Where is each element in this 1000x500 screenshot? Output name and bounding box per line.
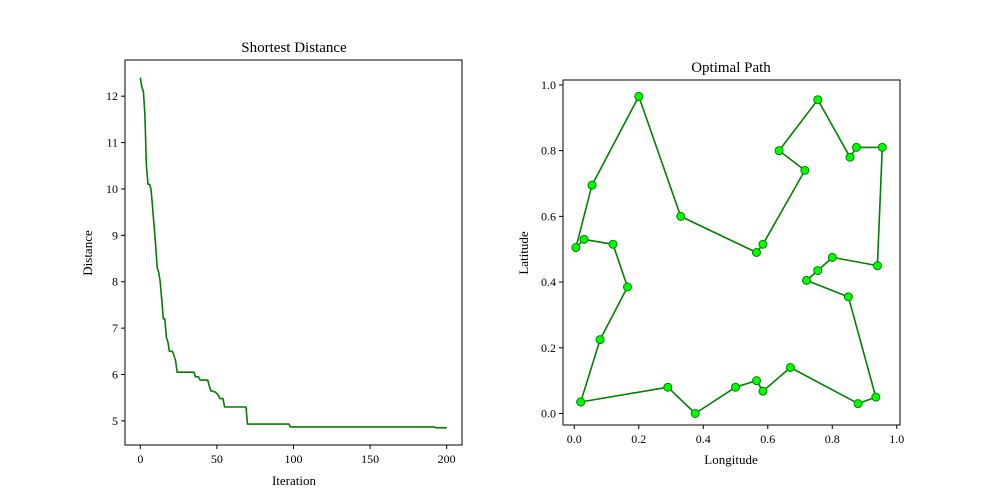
x-tick-label: 0.4 bbox=[696, 432, 711, 446]
city-point bbox=[853, 399, 863, 409]
y-tick-label: 0.6 bbox=[541, 209, 556, 223]
city-point bbox=[579, 234, 589, 244]
y-axis-ticks: 0.0 0.2 0.4 0.6 0.8 1.0 bbox=[541, 78, 563, 421]
city-point bbox=[774, 146, 784, 156]
y-tick-label: 9 bbox=[112, 228, 118, 242]
city-point bbox=[827, 252, 837, 262]
y-tick-label: 10 bbox=[106, 182, 118, 196]
y-tick-label: 0.2 bbox=[541, 341, 556, 355]
y-tick-label: 11 bbox=[106, 136, 118, 150]
x-tick-label: 0.6 bbox=[760, 432, 775, 446]
series-layer bbox=[571, 91, 887, 418]
x-tick-label: 200 bbox=[438, 452, 456, 466]
city-point bbox=[622, 282, 632, 292]
city-point bbox=[758, 239, 768, 249]
x-tick-label: 0.0 bbox=[567, 432, 582, 446]
city-point bbox=[872, 261, 882, 271]
city-point bbox=[843, 292, 853, 302]
y-tick-label: 0.4 bbox=[541, 275, 556, 289]
x-axis-ticks: 0 50 100 150 200 bbox=[137, 445, 456, 466]
city-point bbox=[663, 382, 673, 392]
x-tick-label: 1.0 bbox=[889, 432, 904, 446]
city-point bbox=[845, 152, 855, 162]
city-point bbox=[813, 266, 823, 276]
city-point bbox=[595, 335, 605, 345]
city-point bbox=[800, 165, 810, 175]
y-tick-label: 7 bbox=[112, 321, 118, 335]
city-point bbox=[758, 386, 768, 396]
y-axis-label: Distance bbox=[80, 230, 95, 276]
y-tick-label: 6 bbox=[112, 367, 118, 381]
x-tick-label: 150 bbox=[361, 452, 379, 466]
shortest-distance-chart: Shortest Distance 0 50 100 150 200 5 6 7 8 9 10 11… bbox=[80, 40, 463, 488]
y-axis-ticks: 5 6 7 8 9 10 11 12 bbox=[106, 89, 125, 428]
city-point bbox=[571, 243, 581, 253]
x-axis-label: Longitude bbox=[704, 452, 758, 467]
city-point bbox=[608, 239, 618, 249]
series-layer bbox=[139, 77, 447, 429]
city-point bbox=[877, 142, 887, 152]
city-point bbox=[813, 95, 823, 105]
city-point bbox=[576, 397, 586, 407]
x-tick-label: 0.2 bbox=[631, 432, 646, 446]
y-tick-label: 5 bbox=[112, 414, 118, 428]
optimal-path-chart: Optimal Path 0.0 0.2 0.4 0.6 0.8 1.0 0.00.20.… bbox=[516, 60, 904, 467]
x-tick-label: 0 bbox=[137, 452, 143, 466]
plot-frame bbox=[562, 79, 901, 426]
series-line bbox=[139, 77, 447, 429]
y-tick-label: 12 bbox=[106, 89, 118, 103]
y-axis-label: Latitude bbox=[516, 231, 531, 275]
city-point bbox=[801, 275, 811, 285]
city-point bbox=[785, 363, 795, 372]
x-tick-label: 100 bbox=[285, 452, 303, 466]
city-point bbox=[851, 142, 861, 152]
y-tick-label: 1.0 bbox=[541, 78, 556, 92]
city-point bbox=[751, 376, 761, 386]
city-point bbox=[587, 180, 597, 190]
x-tick-label: 50 bbox=[211, 452, 223, 466]
city-point bbox=[676, 211, 686, 221]
x-axis-label: Iteration bbox=[272, 473, 317, 488]
x-tick-label: 0.8 bbox=[825, 432, 840, 446]
chart-title: Shortest Distance bbox=[241, 40, 347, 56]
city-point bbox=[731, 382, 741, 392]
x-axis-ticks: 0.0 0.2 0.4 0.6 0.8 1.0 bbox=[567, 425, 904, 446]
city-point bbox=[690, 409, 700, 418]
y-tick-label: 8 bbox=[112, 275, 118, 289]
city-point bbox=[634, 91, 644, 101]
y-tick-label: 0.0 bbox=[541, 407, 556, 421]
chart-title: Optimal Path bbox=[691, 60, 771, 76]
city-point bbox=[871, 392, 881, 402]
city-point bbox=[751, 248, 761, 257]
y-tick-label: 0.8 bbox=[541, 144, 556, 158]
